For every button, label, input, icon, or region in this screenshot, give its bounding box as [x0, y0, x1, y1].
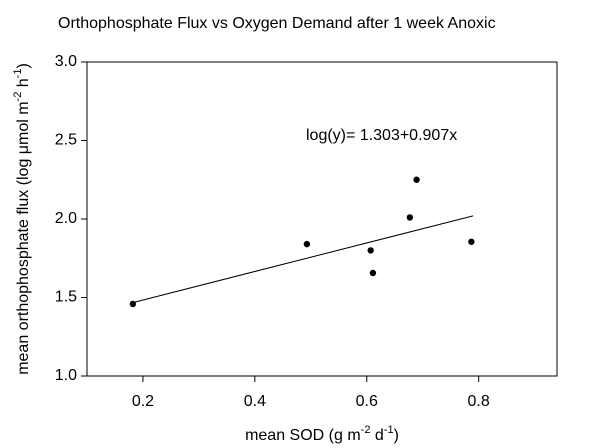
ylabel-part: -1: [12, 69, 24, 79]
y-tick-label: 2.0: [55, 210, 77, 227]
y-tick-label: 1.5: [55, 289, 77, 306]
ylabel-part: -2: [12, 92, 24, 102]
xlabel-part: ): [394, 427, 399, 444]
point: [413, 176, 420, 183]
y-tick-label: 3.0: [55, 53, 77, 70]
x-axis-label: mean SOD (g m-2 d-1): [245, 424, 399, 444]
point: [406, 214, 414, 221]
x-tick-label: 0.8: [468, 393, 490, 410]
y-tick-label: 2.5: [55, 132, 77, 149]
xlabel-part: d: [370, 427, 383, 444]
x-tick-label: 0.2: [132, 393, 154, 410]
x-tick-label: 0.6: [356, 393, 378, 410]
annotation: log(y)= 1.303+0.907x: [306, 127, 457, 144]
y-axis-label: mean orthophosphate flux (log μmol m-2 h…: [12, 63, 32, 375]
regression-line: [131, 215, 474, 304]
x-tick-label: 0.4: [244, 393, 266, 410]
y-tick-label: 1.0: [55, 367, 77, 384]
ylabel-part: h: [15, 78, 32, 91]
point: [367, 247, 374, 254]
ylabel-part: mean orthophosphate flux (log μmol m: [15, 101, 32, 374]
xlabel-part: mean SOD (g m: [245, 427, 361, 444]
chart-title: Orthophosphate Flux vs Oxygen Demand aft…: [58, 15, 496, 32]
point: [369, 269, 377, 277]
point: [468, 238, 475, 245]
xlabel-part: -2: [361, 424, 371, 436]
point: [129, 300, 137, 308]
point: [303, 240, 311, 248]
xlabel-part: -1: [384, 424, 394, 436]
ylabel-part: ): [15, 63, 32, 68]
plot-frame: [86, 61, 558, 377]
